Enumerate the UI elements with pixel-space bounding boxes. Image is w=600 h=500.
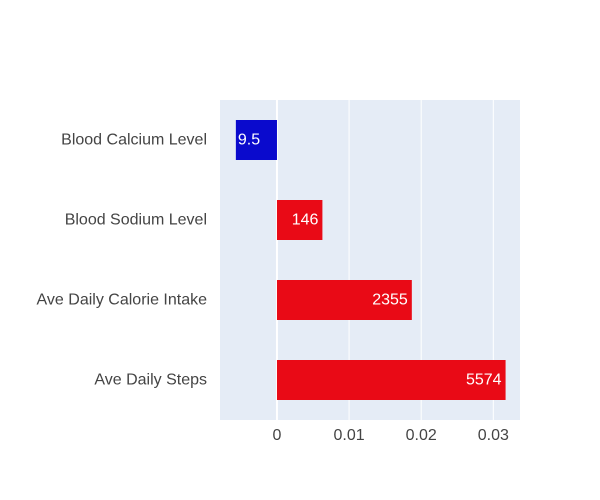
bar-value-label: 5574 [466,372,502,389]
x-tick-label: 0 [273,427,282,444]
category-label: Ave Daily Calorie Intake [37,292,208,309]
category-labels: Blood Calcium Level Blood Sodium Level Ave… [37,132,208,389]
x-tick-label: 0.03 [478,427,509,444]
bar [276,280,412,320]
x-tick-labels: 0 0.01 0.02 0.03 [273,427,509,444]
category-label: Ave Daily Steps [94,372,207,389]
bar-value-label: 146 [292,212,319,229]
category-label: Blood Calcium Level [61,132,207,149]
category-label: Blood Sodium Level [65,212,207,229]
bar [276,360,506,400]
data-labels: 9.5 146 2355 5574 [238,132,502,389]
bars [235,120,506,400]
bar-value-label: 9.5 [238,132,260,149]
bar-value-label: 2355 [372,292,408,309]
x-tick-label: 0.02 [406,427,437,444]
bar [235,120,277,160]
x-tick-label: 0.01 [334,427,365,444]
bar [276,200,323,240]
